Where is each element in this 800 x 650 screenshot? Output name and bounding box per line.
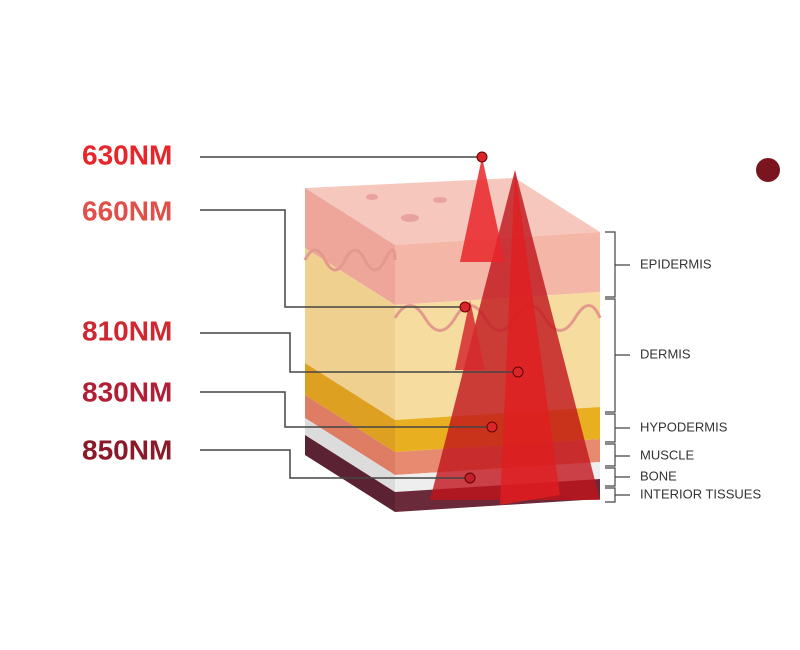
- layer-label: BONE: [640, 468, 677, 483]
- brackets: [605, 231, 630, 503]
- wavelength-label: 810NM: [82, 315, 172, 346]
- wavelength-label: 850NM: [82, 434, 172, 465]
- layer-label: DERMIS: [640, 346, 691, 361]
- wavelength-label: 660NM: [82, 195, 172, 226]
- light-cones: [430, 157, 600, 505]
- layer-label: MUSCLE: [640, 447, 695, 462]
- wavelength-label: 630NM: [82, 139, 172, 170]
- leaders: [200, 151, 524, 484]
- layer-label: HYPODERMIS: [640, 419, 728, 434]
- decor-dot: [756, 158, 780, 182]
- layer-label: EPIDERMIS: [640, 256, 712, 271]
- wavelength-label: 830NM: [82, 376, 172, 407]
- layer-label: INTERIOR TISSUES: [640, 486, 761, 501]
